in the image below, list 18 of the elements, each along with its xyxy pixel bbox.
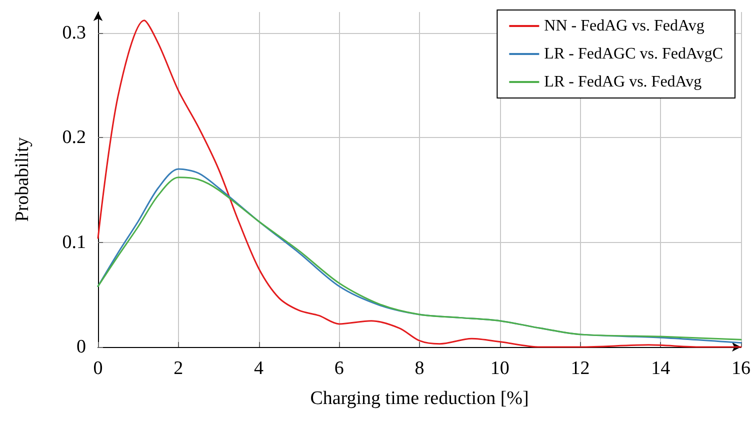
x-tick-label: 16 <box>732 358 750 379</box>
y-axis-title: Probability <box>12 136 33 222</box>
x-tick-label: 10 <box>490 358 510 379</box>
y-tick-label: 0 <box>76 336 86 358</box>
legend-label: LR - FedAGC vs. FedAvgC <box>544 46 724 62</box>
x-tick-label: 4 <box>254 358 264 379</box>
x-tick-label: 8 <box>414 358 424 379</box>
x-axis-title: Charging time reduction [%] <box>310 388 529 409</box>
legend-label: LR - FedAG vs. FedAvg <box>544 74 702 90</box>
y-tick-label: 0.2 <box>62 127 86 148</box>
legend-label: NN - FedAG vs. FedAvg <box>544 18 704 34</box>
x-tick-label: 12 <box>570 358 590 379</box>
x-tick-label: 0 <box>93 358 103 379</box>
y-tick-label: 0.3 <box>62 22 86 44</box>
x-tick-label: 6 <box>334 358 344 379</box>
x-tick-label: 2 <box>174 358 184 379</box>
y-tick-label: 0.1 <box>62 232 86 253</box>
x-tick-label: 14 <box>651 358 671 379</box>
